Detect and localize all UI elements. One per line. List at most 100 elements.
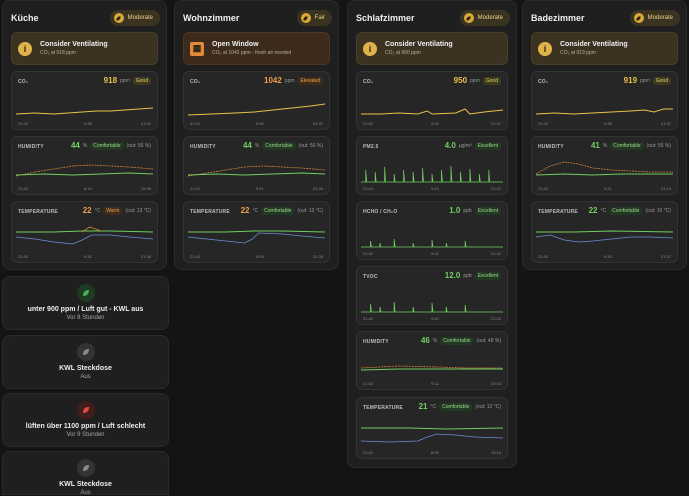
info-icon: i bbox=[363, 41, 377, 56]
temperature-chart bbox=[16, 226, 153, 245]
pm25-value: 4.0 µg/m³ Excellent bbox=[445, 141, 501, 150]
leaf-icon bbox=[76, 343, 95, 361]
temperature-value: 22 °C Comfortable (out: 10 °C) bbox=[588, 206, 671, 215]
tvoc-card[interactable]: TVOC 12.0 ppb Excellent 21:42 9:42 21:42 bbox=[356, 266, 508, 325]
room-header: Wohnzimmer Fair bbox=[183, 8, 332, 28]
card-label: TEMPERATURE bbox=[190, 209, 230, 215]
time-label: 19:46 bbox=[140, 186, 151, 191]
time-label: 9:31 bbox=[84, 254, 92, 259]
time-label: 9:39 bbox=[84, 121, 92, 126]
humidity-card[interactable]: HUMIDITY 41% Comfortable (out: 55 %) 21:42… bbox=[531, 136, 678, 195]
humidity-chart bbox=[16, 164, 153, 177]
room-column-badezimmer: Badezimmer Moderate i Consider Ventilati… bbox=[522, 0, 687, 270]
time-label: 21:42 bbox=[18, 254, 29, 259]
humidity-chart bbox=[188, 165, 325, 177]
pm25-card[interactable]: PM2.5 4.0 µg/m³ Excellent 21:43 9:42 21:42 bbox=[356, 136, 508, 195]
room-title: Badezimmer bbox=[531, 13, 585, 23]
entity-status: Aus bbox=[80, 374, 91, 380]
temperature-value: 22 °C Comfortable (out: 13 °C) bbox=[240, 206, 323, 215]
status-badge: Good bbox=[132, 76, 151, 85]
entity-title: unter 900 ppm / Luft gut - KWL aus bbox=[27, 306, 144, 313]
time-label: 21:42 bbox=[363, 316, 374, 321]
switch-card[interactable]: KWL Steckdose Aus bbox=[2, 451, 169, 496]
alert-title: Consider Ventilating bbox=[385, 41, 453, 48]
air-quality-badge[interactable]: Fair bbox=[296, 10, 332, 26]
card-label: HUMIDITY bbox=[363, 339, 389, 345]
temperature-chart bbox=[536, 230, 673, 243]
co2-card[interactable]: CO₂ 918 ppm Good 21:42 9:39 21:31 bbox=[11, 71, 158, 130]
temperature-card[interactable]: TEMPERATURE 22 °C Comfortable (out: 13 °C) … bbox=[183, 201, 330, 263]
time-label: 21:42 bbox=[538, 121, 549, 126]
hcho-card[interactable]: HCHO / CH₂O 1.0 ppb Excellent 21:42 9:41 21:… bbox=[356, 201, 508, 260]
humidity-chart bbox=[536, 161, 673, 176]
time-label: 21:37 bbox=[660, 254, 671, 259]
info-icon: i bbox=[538, 41, 552, 56]
tvoc-value: 12.0 ppb Excellent bbox=[445, 271, 501, 280]
time-label: 9:53 bbox=[256, 254, 264, 259]
status-badge: Comfortable bbox=[261, 206, 295, 215]
ventilation-alert[interactable]: i Consider Ventilating CO₂ at 950 ppm bbox=[356, 32, 508, 65]
card-label: CO₂ bbox=[190, 79, 201, 85]
window-icon: ▦ bbox=[190, 41, 204, 56]
room-title: Küche bbox=[11, 13, 39, 23]
co2-chart bbox=[536, 108, 673, 115]
humidity-card[interactable]: HUMIDITY 44% Comfortable (out: 56 %) 21:42… bbox=[11, 136, 158, 195]
status-badge: Good bbox=[482, 76, 501, 85]
time-label: 21:43 bbox=[363, 186, 374, 191]
alert-title: Open Window bbox=[212, 41, 259, 48]
temperature-card[interactable]: TEMPERATURE 21 °C Comfortable (out: 12 °C) … bbox=[356, 397, 508, 459]
time-label: 21:42 bbox=[363, 450, 374, 455]
time-label: 21:42 bbox=[190, 121, 201, 126]
time-label: 9:21 bbox=[604, 186, 612, 191]
status-badge: Excellent bbox=[474, 206, 501, 215]
status-badge: Comfortable bbox=[440, 336, 474, 345]
leaf-icon bbox=[76, 459, 95, 477]
humidity-card[interactable]: HUMIDITY 44% Comfortable (out: 56 %) 21:42… bbox=[183, 136, 330, 195]
room-header: Schlafzimmer Moderate bbox=[356, 8, 510, 28]
temperature-card[interactable]: TEMPERATURE 22 °C Warm (out: 13 °C) 21:42 9:… bbox=[11, 201, 158, 263]
open-window-alert[interactable]: ▦ Open Window CO₂ at 1042 ppm - fresh air… bbox=[183, 32, 330, 65]
room-column-schlafzimmer: Schlafzimmer Moderate i Consider Ventila… bbox=[347, 0, 517, 468]
entity-title: lüften über 1100 ppm / Luft schlecht bbox=[25, 423, 146, 430]
co2-card[interactable]: CO₂ 1042 ppm Elevated 21:42 9:59 21:37 bbox=[183, 71, 330, 130]
time-label: 9:39 bbox=[604, 121, 612, 126]
air-quality-badge[interactable]: Moderate bbox=[459, 10, 510, 26]
time-label: 8:25 bbox=[431, 450, 439, 455]
air-quality-badge[interactable]: Moderate bbox=[629, 10, 680, 26]
card-label: HUMIDITY bbox=[538, 144, 564, 150]
co2-value: 1042 ppm Elevated bbox=[264, 76, 323, 85]
air-quality-badge[interactable]: Moderate bbox=[109, 10, 160, 26]
co2-value: 919 ppm Good bbox=[624, 76, 671, 85]
ventilation-alert[interactable]: i Consider Ventilating CO₂ at 919 ppm bbox=[531, 32, 678, 65]
time-label: 19:16 bbox=[490, 450, 501, 455]
card-label: TVOC bbox=[363, 274, 378, 280]
time-label: 9:41 bbox=[431, 251, 439, 256]
co2-value: 950 ppm Good bbox=[454, 76, 501, 85]
card-label: CO₂ bbox=[363, 79, 374, 85]
room-header: Badezimmer Moderate bbox=[531, 8, 680, 28]
temperature-chart bbox=[188, 230, 325, 244]
time-label: 21:37 bbox=[490, 121, 501, 126]
time-label: 21:13 bbox=[660, 186, 671, 191]
time-label: 9:42 bbox=[431, 186, 439, 191]
time-label: 21:42 bbox=[490, 316, 501, 321]
automation-card[interactable]: unter 900 ppm / Luft gut - KWL aus Vor 8… bbox=[2, 276, 169, 330]
switch-card[interactable]: KWL Steckdose Aus bbox=[2, 335, 169, 389]
co2-card[interactable]: CO₂ 919 ppm Good 21:42 9:39 21:37 bbox=[531, 71, 678, 130]
ventilation-alert[interactable]: i Consider Ventilating CO₂ at 918 ppm bbox=[11, 32, 158, 65]
status-badge: Good bbox=[652, 76, 671, 85]
card-label: CO₂ bbox=[18, 79, 29, 85]
humidity-chart bbox=[361, 365, 503, 371]
co2-card[interactable]: CO₂ 950 ppm Good 21:42 9:39 21:37 bbox=[356, 71, 508, 130]
time-label: 21:42 bbox=[490, 186, 501, 191]
status-badge: Elevated bbox=[297, 76, 323, 85]
leaf-icon bbox=[463, 13, 474, 23]
humidity-card[interactable]: HUMIDITY 46% Comfortable (out: 48 %) 21:42… bbox=[356, 331, 508, 390]
status-badge: Excellent bbox=[474, 271, 501, 280]
status-badge: Comfortable bbox=[610, 141, 644, 150]
automation-card[interactable]: lüften über 1100 ppm / Luft schlecht Vor… bbox=[2, 393, 169, 447]
time-label: 21:37 bbox=[312, 121, 323, 126]
temperature-card[interactable]: TEMPERATURE 22 °C Comfortable (out: 10 °C) … bbox=[531, 201, 678, 263]
time-label: 20:43 bbox=[490, 381, 501, 386]
leaf-icon bbox=[300, 13, 311, 23]
